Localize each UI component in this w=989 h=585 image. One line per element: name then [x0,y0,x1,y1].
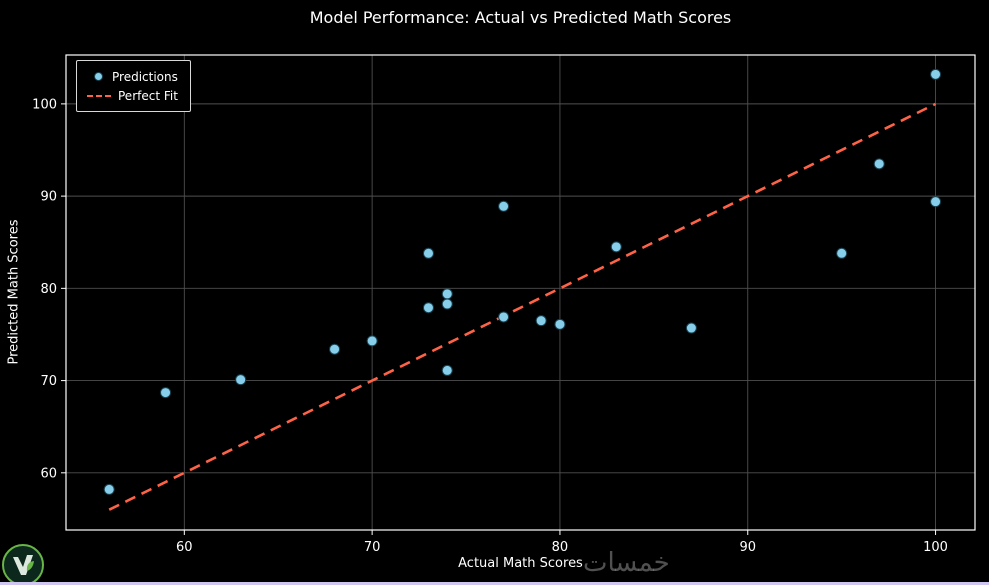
data-point [441,298,453,310]
data-point [422,302,434,314]
data-point [930,196,942,208]
legend-item-perfect-fit: Perfect Fit [87,86,178,105]
perfect-fit-line [108,102,937,511]
data-point [366,335,378,347]
watermark-logo-icon [2,544,44,585]
data-point [441,288,453,300]
plot-border [65,54,976,531]
bottom-edge-strip [0,582,989,585]
x-tick-label: 70 [364,540,381,555]
data-point [610,241,622,253]
x-axis-label: Actual Math Scores [458,556,583,571]
data-point [873,158,885,170]
watermark-text: خمسات [583,548,670,578]
data-point [441,364,453,376]
data-point [535,315,547,327]
data-point [836,247,848,259]
data-point [329,343,341,355]
dashed-line-icon [87,94,111,97]
y-axis-label: Predicted Math Scores [6,219,22,365]
data-point [685,322,697,334]
x-tick-label: 60 [176,540,193,555]
y-tick-label: 60 [40,466,57,481]
y-tick-label: 70 [40,374,57,389]
legend-label-perfect-fit: Perfect Fit [118,88,178,103]
chart-title: Model Performance: Actual vs Predicted M… [309,8,732,27]
data-point [554,318,566,330]
data-point [498,200,510,212]
scatter-marker-icon [94,72,103,81]
data-point [930,68,942,80]
y-tick-label: 90 [40,190,57,205]
legend-item-predictions: Predictions [87,67,178,86]
data-point [498,311,510,323]
y-tick-label: 80 [40,282,57,297]
data-point [235,374,247,386]
legend-label-predictions: Predictions [112,69,178,84]
x-tick-label: 90 [739,540,756,555]
legend-box: Predictions Perfect Fit [76,60,191,112]
x-tick-label: 80 [552,540,569,555]
data-point [422,247,434,259]
x-tick-label: 100 [923,540,948,555]
y-tick-label: 100 [32,97,57,112]
data-point [103,483,115,495]
data-point [160,387,172,399]
